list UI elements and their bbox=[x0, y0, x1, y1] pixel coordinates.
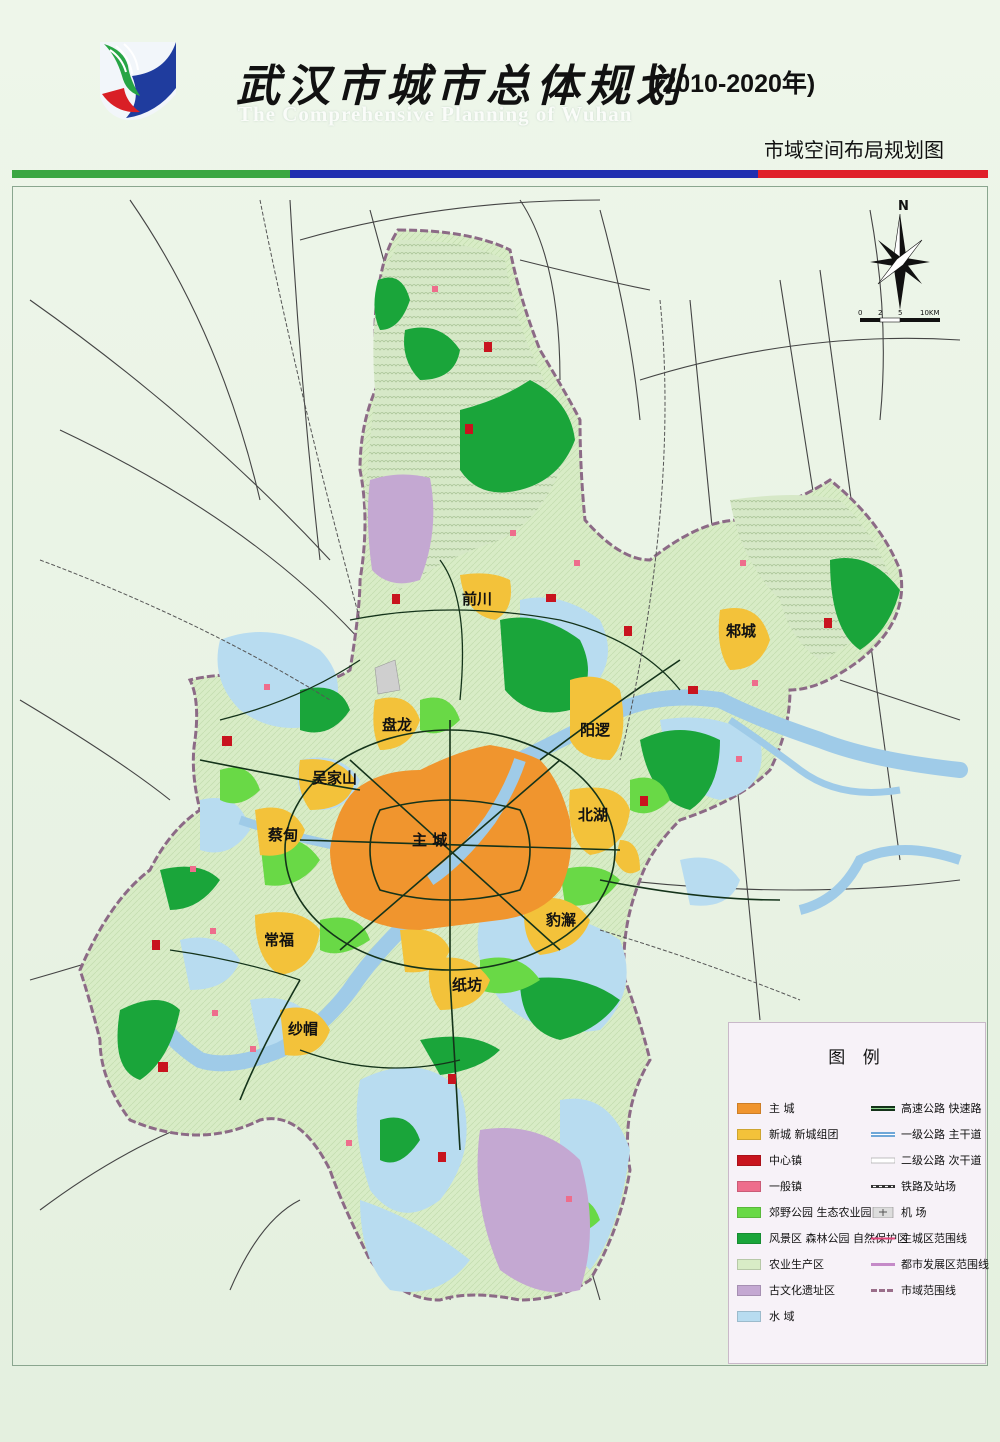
legend-swatch bbox=[737, 1232, 761, 1244]
label-qianchuan: 前川 bbox=[462, 590, 492, 608]
legend-item-heritage: 古文化遗址区 bbox=[737, 1281, 835, 1299]
legend-title: 图 例 bbox=[828, 1048, 886, 1068]
title-english: The Comprehensive Planning of Wuhan bbox=[238, 102, 633, 126]
legend-swatch bbox=[737, 1102, 761, 1114]
legend-swatch bbox=[737, 1206, 761, 1218]
central-towns bbox=[152, 342, 832, 1162]
legend: 图 例 主 城 新城 新城组团 中心镇 一般镇 郊野公园 生态农业园 风景区 森… bbox=[728, 1022, 989, 1364]
legend-swatch bbox=[737, 1180, 761, 1192]
label-yangluo: 阳逻 bbox=[580, 721, 611, 739]
legend-item-new-city: 新城 新城组团 bbox=[737, 1125, 839, 1143]
scale-tick-1: 2 bbox=[878, 309, 882, 317]
highways bbox=[169, 559, 681, 1069]
legend-line-icon bbox=[871, 1184, 895, 1188]
legend-airport-icon bbox=[872, 1206, 894, 1218]
heritage-areas bbox=[367, 474, 590, 1293]
scale-bar: 0 2 5 10KM bbox=[858, 309, 940, 323]
legend-label: 农业生产区 bbox=[769, 1258, 824, 1271]
map-title: 市域空间布局规划图 bbox=[764, 138, 944, 162]
legend-item-metro-boundary: 都市发展区范围线 bbox=[871, 1255, 989, 1273]
label-shamao: 纱帽 bbox=[288, 1020, 318, 1038]
legend-label: 高速公路 快速路 bbox=[901, 1102, 982, 1115]
legend-item-main-city-boundary: 主城区范围线 bbox=[871, 1229, 967, 1247]
label-main-city: 主 城 bbox=[412, 831, 447, 849]
legend-label: 水 域 bbox=[769, 1310, 795, 1323]
scale-tick-2: 5 bbox=[898, 309, 902, 317]
label-changfu: 常福 bbox=[264, 931, 294, 949]
scale-tick-3: 10KM bbox=[920, 309, 940, 317]
label-zhucheng: 邾城 bbox=[725, 622, 756, 640]
legend-label: 机 场 bbox=[901, 1206, 927, 1219]
legend-item-airport: 机 场 bbox=[871, 1203, 927, 1221]
wuhan-logo-icon bbox=[100, 42, 176, 121]
title-chinese: 武汉市城市总体规划 bbox=[236, 61, 686, 112]
title-years: (2010-2020年) bbox=[654, 70, 816, 98]
airport-icon bbox=[374, 659, 401, 695]
legend-label: 主 城 bbox=[769, 1102, 795, 1115]
north-label: N bbox=[898, 199, 909, 214]
legend-label: 都市发展区范围线 bbox=[901, 1258, 989, 1271]
legend-label: 一般镇 bbox=[769, 1180, 802, 1193]
legend-label: 古文化遗址区 bbox=[769, 1284, 835, 1297]
legend-item-city-boundary: 市域范围线 bbox=[871, 1281, 956, 1299]
legend-swatch bbox=[737, 1258, 761, 1270]
legend-label: 市域范围线 bbox=[901, 1284, 956, 1297]
legend-swatch bbox=[737, 1154, 761, 1166]
legend-swatch bbox=[737, 1128, 761, 1140]
label-zhifang: 纸坊 bbox=[452, 976, 482, 994]
main-city-roads bbox=[199, 659, 781, 1151]
legend-item-secondary-road: 二级公路 次干道 bbox=[871, 1151, 982, 1169]
legend-label: 新城 新城组团 bbox=[769, 1128, 839, 1141]
label-beihu: 北湖 bbox=[578, 806, 608, 824]
label-baoxie: 豹澥 bbox=[545, 911, 576, 929]
legend-label: 郊野公园 生态农业园 bbox=[769, 1206, 872, 1219]
legend-swatch bbox=[737, 1284, 761, 1296]
legend-item-main-city: 主 城 bbox=[737, 1099, 795, 1117]
legend-item-railway: 铁路及站场 bbox=[871, 1177, 956, 1195]
land-use-map: N 0 2 5 10KM 主 城 前川 阳逻 盘龙 吴家山 蔡甸 北湖 常福 豹… bbox=[19, 199, 968, 1302]
legend-line-icon bbox=[871, 1262, 895, 1266]
legend-swatch bbox=[737, 1310, 761, 1322]
legend-item-suburban-park: 郊野公园 生态农业园 bbox=[737, 1203, 872, 1221]
legend-item-scenic-area: 风景区 森林公园 自然保护区 bbox=[737, 1229, 908, 1247]
legend-item-expressway: 高速公路 快速路 bbox=[871, 1099, 982, 1117]
legend-item-water: 水 域 bbox=[737, 1307, 795, 1325]
header: 武汉市城市总体规划 (2010-2020年) The Comprehensive… bbox=[0, 0, 1000, 180]
legend-label: 中心镇 bbox=[769, 1154, 802, 1167]
railways bbox=[39, 199, 801, 1001]
legend-line-icon bbox=[871, 1288, 895, 1292]
city-labels: 主 城 前川 阳逻 盘龙 吴家山 蔡甸 北湖 常福 豹澥 纸坊 纱帽 邾城 bbox=[264, 590, 756, 1038]
compass-rose-icon: N bbox=[870, 199, 930, 310]
legend-item-general-town: 一般镇 bbox=[737, 1177, 802, 1195]
label-wujiashan: 吴家山 bbox=[312, 769, 357, 787]
legend-line-icon bbox=[871, 1105, 895, 1111]
label-panlong: 盘龙 bbox=[382, 716, 412, 734]
legend-line-icon bbox=[871, 1131, 895, 1137]
color-band bbox=[12, 170, 988, 178]
legend-label: 铁路及站场 bbox=[901, 1180, 956, 1193]
scale-tick-0: 0 bbox=[858, 309, 862, 317]
forest-areas bbox=[117, 277, 900, 1163]
legend-label: 一级公路 主干道 bbox=[901, 1128, 982, 1141]
legend-item-primary-road: 一级公路 主干道 bbox=[871, 1125, 982, 1143]
general-towns bbox=[190, 286, 758, 1202]
legend-item-farmland: 农业生产区 bbox=[737, 1255, 824, 1273]
label-caidian: 蔡甸 bbox=[267, 826, 298, 844]
legend-label: 风景区 森林公园 自然保护区 bbox=[769, 1232, 908, 1245]
legend-line-icon bbox=[871, 1237, 895, 1239]
legend-item-central-town: 中心镇 bbox=[737, 1151, 802, 1169]
legend-label: 主城区范围线 bbox=[901, 1232, 967, 1245]
legend-label: 二级公路 次干道 bbox=[901, 1154, 982, 1167]
legend-line-icon bbox=[871, 1157, 895, 1163]
